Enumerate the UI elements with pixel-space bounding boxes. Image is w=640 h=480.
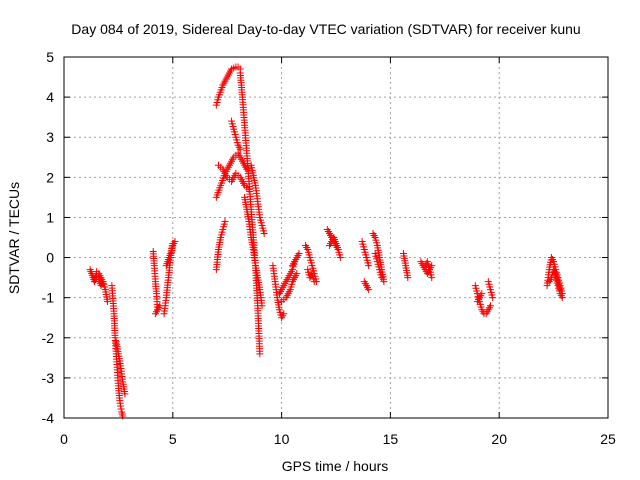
- series-arc-09: [212, 63, 244, 109]
- series-arc-25: [358, 238, 373, 270]
- data-point: [117, 405, 125, 413]
- x-tick-label: 20: [491, 431, 507, 447]
- data-point: [334, 246, 342, 254]
- y-tick-label: -1: [42, 290, 55, 306]
- series-arc-34: [484, 278, 497, 302]
- series-arc-37: [550, 266, 566, 302]
- grid-lines: [64, 57, 608, 418]
- data-point: [336, 254, 344, 262]
- series-arc-16: [247, 161, 268, 237]
- series-arc-19: [278, 270, 301, 306]
- data-point: [260, 229, 268, 237]
- data-point: [404, 274, 412, 282]
- data-point: [293, 270, 301, 278]
- data-point: [99, 280, 107, 288]
- data-point: [428, 274, 436, 282]
- series-arc-06: [151, 302, 164, 318]
- y-tick-label: 4: [46, 89, 54, 105]
- series-arc-31: [421, 258, 436, 274]
- data-point: [117, 402, 125, 410]
- series-arc-29: [399, 250, 412, 282]
- series-arc-20: [288, 250, 303, 270]
- chart-title: Day 084 of 2019, Sidereal Day-to-day VTE…: [71, 21, 580, 37]
- series-arc-02: [90, 268, 107, 288]
- series-arc-11: [212, 149, 251, 201]
- x-tick-label: 10: [274, 431, 290, 447]
- y-tick-label: -2: [42, 330, 55, 346]
- series-arc-04: [112, 338, 129, 398]
- x-tick-label: 0: [60, 431, 68, 447]
- data-point: [258, 302, 266, 310]
- series-arc-15: [241, 193, 266, 310]
- data-point: [486, 302, 494, 310]
- data-point: [256, 350, 264, 358]
- y-tick-label: 2: [46, 169, 54, 185]
- data-point: [245, 185, 253, 193]
- data-point: [243, 165, 251, 173]
- x-tick-label: 5: [169, 431, 177, 447]
- series-arc-14: [212, 217, 229, 274]
- series-arc-22: [304, 266, 318, 286]
- x-tick-label: 15: [383, 431, 399, 447]
- data-point: [280, 310, 288, 318]
- plot-frame: [63, 56, 609, 419]
- data-point: [295, 250, 303, 258]
- y-tick-label: 5: [46, 49, 54, 65]
- data-point: [104, 298, 112, 306]
- y-tick-label: 3: [46, 129, 54, 145]
- data-point: [558, 294, 566, 302]
- data-point: [169, 240, 177, 248]
- series-arc-26: [360, 278, 373, 294]
- data-point: [428, 262, 436, 270]
- series-arc-12: [214, 161, 253, 193]
- data-point: [380, 278, 388, 286]
- series-arc-33: [473, 290, 486, 306]
- x-tick-label: 25: [600, 431, 616, 447]
- data-point: [121, 390, 129, 398]
- tick-labels: 0 5 10 15 20 25 -4 -3 -2 -1 0 1 2 3 4 5: [42, 49, 616, 447]
- y-tick-label: 1: [46, 209, 54, 225]
- series-arc-24: [325, 234, 342, 254]
- data-point: [236, 145, 244, 153]
- data-series: [86, 63, 566, 420]
- data-point: [378, 274, 386, 282]
- data-point: [365, 286, 373, 294]
- series-arc-18: [275, 258, 299, 298]
- series-arc-08: [162, 240, 177, 270]
- series-arc-10: [236, 69, 264, 358]
- data-point: [489, 294, 497, 302]
- series-arc-28: [371, 250, 386, 282]
- series-arc-13: [228, 117, 244, 153]
- y-tick-label: -3: [42, 370, 55, 386]
- y-axis-label: SDTVAR / TECUs: [6, 182, 22, 294]
- data-point: [478, 290, 486, 298]
- data-point: [221, 217, 229, 225]
- axis-ticks: [63, 56, 609, 419]
- data-point: [310, 278, 318, 286]
- series-arc-17: [269, 262, 288, 322]
- series-arc-03: [108, 282, 127, 420]
- data-point: [365, 262, 373, 270]
- y-tick-label: 0: [46, 250, 54, 266]
- y-tick-label: -4: [42, 410, 55, 426]
- x-axis-label: GPS time / hours: [282, 458, 389, 474]
